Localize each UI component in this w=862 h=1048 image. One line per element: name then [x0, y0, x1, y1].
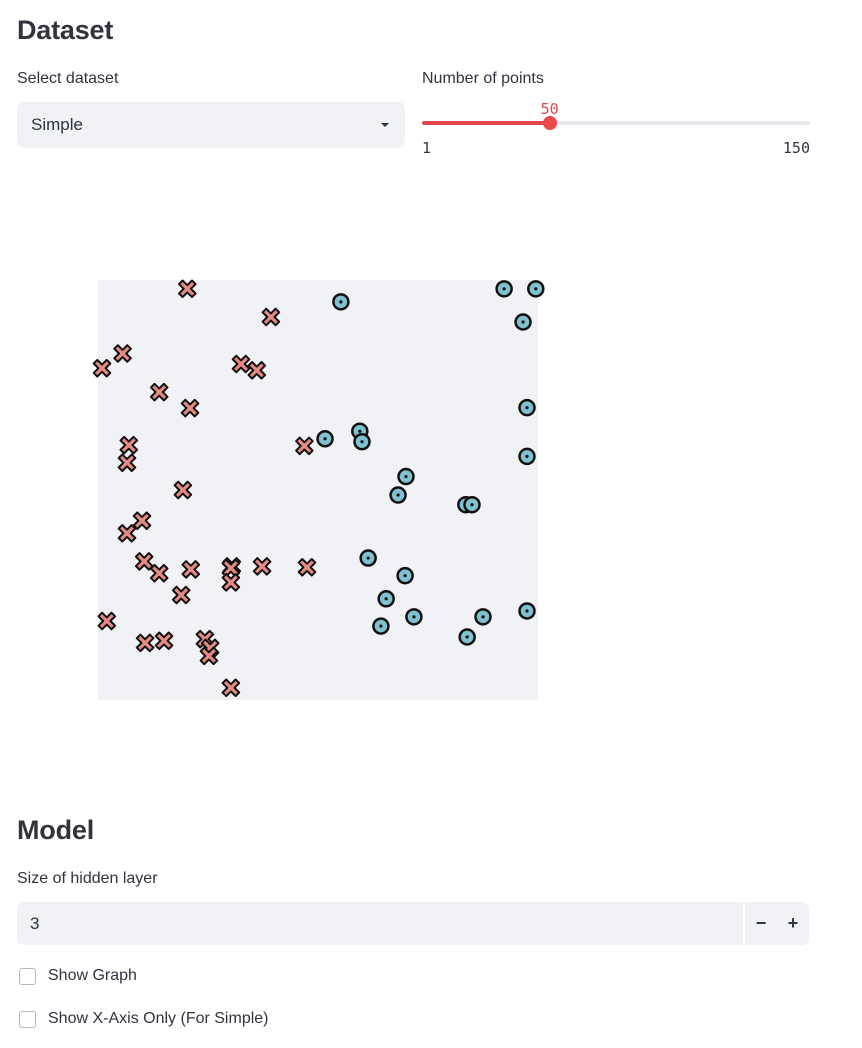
circle-point: [518, 447, 536, 466]
circle-point: [372, 617, 390, 635]
dataset-heading: Dataset: [17, 15, 114, 45]
circle-point: [389, 486, 407, 504]
cross-point: [221, 558, 241, 578]
hidden-layer-label: Size of hidden layer: [17, 870, 158, 887]
show-x-axis-checkbox-row[interactable]: Show X-Axis Only (For Simple): [19, 1010, 269, 1028]
cross-point: [181, 560, 201, 579]
cross-point: [132, 511, 152, 530]
hidden-layer-input[interactable]: − +: [17, 901, 809, 946]
circle-point: [316, 430, 334, 448]
increment-button[interactable]: +: [787, 913, 799, 933]
cross-point: [178, 279, 197, 299]
cross-point: [261, 307, 281, 327]
show-x-axis-checkbox[interactable]: [19, 1010, 36, 1028]
number-of-points-slider[interactable]: 50 1 150: [422, 95, 810, 165]
circle-point: [518, 602, 536, 620]
cross-point: [149, 382, 169, 402]
cross-point: [149, 563, 169, 583]
slider-min-value: 1: [422, 139, 432, 157]
circle-point: [332, 293, 350, 311]
stepper-divider: [743, 902, 745, 945]
cross-point: [221, 678, 241, 698]
cross-point: [252, 557, 272, 576]
dataset-select[interactable]: Simple: [17, 102, 405, 148]
circle-point: [514, 313, 532, 331]
slider-max-value: 150: [782, 139, 810, 157]
circle-point: [495, 280, 513, 298]
slider-fill: [422, 121, 550, 125]
slider-current-value: 50: [540, 100, 559, 118]
cross-point: [97, 611, 117, 631]
cross-point: [117, 453, 137, 472]
show-graph-checkbox-row[interactable]: Show Graph: [19, 967, 137, 985]
cross-point: [231, 354, 251, 374]
show-x-axis-label: Show X-Axis Only (For Simple): [48, 1010, 269, 1027]
slider-track[interactable]: [422, 121, 810, 125]
chevron-down-icon: [381, 123, 389, 127]
cross-point: [247, 361, 267, 380]
circle-point: [359, 549, 377, 567]
hidden-layer-field[interactable]: [17, 901, 743, 946]
show-graph-checkbox[interactable]: [19, 967, 36, 985]
dataset-scatter-plot: [92, 279, 545, 700]
cross-point: [171, 585, 191, 605]
cross-point: [117, 524, 137, 543]
circle-point: [527, 280, 545, 298]
cross-point: [297, 558, 317, 577]
circle-point: [396, 566, 414, 585]
circle-point: [397, 467, 415, 486]
circle-point: [377, 590, 395, 608]
number-of-points-label: Number of points: [422, 70, 544, 87]
circle-point: [405, 608, 423, 626]
dataset-select-value: Simple: [31, 115, 83, 134]
cross-point: [92, 358, 112, 378]
decrement-button[interactable]: −: [755, 913, 767, 933]
slider-thumb[interactable]: [542, 116, 557, 130]
circle-point: [353, 432, 371, 451]
cross-point: [199, 646, 219, 666]
cross-point: [113, 344, 132, 363]
cross-point: [221, 573, 241, 592]
model-heading: Model: [17, 815, 94, 845]
cross-point: [173, 480, 193, 500]
select-dataset-label: Select dataset: [17, 70, 119, 87]
show-graph-label: Show Graph: [48, 967, 137, 984]
circle-point: [518, 398, 536, 417]
circle-point: [463, 495, 481, 514]
cross-point: [135, 633, 155, 653]
cross-point: [295, 436, 314, 456]
circle-point: [458, 628, 476, 646]
cross-point: [119, 435, 139, 455]
cross-point: [154, 631, 174, 651]
cross-point: [180, 398, 200, 418]
circle-point: [474, 608, 492, 626]
